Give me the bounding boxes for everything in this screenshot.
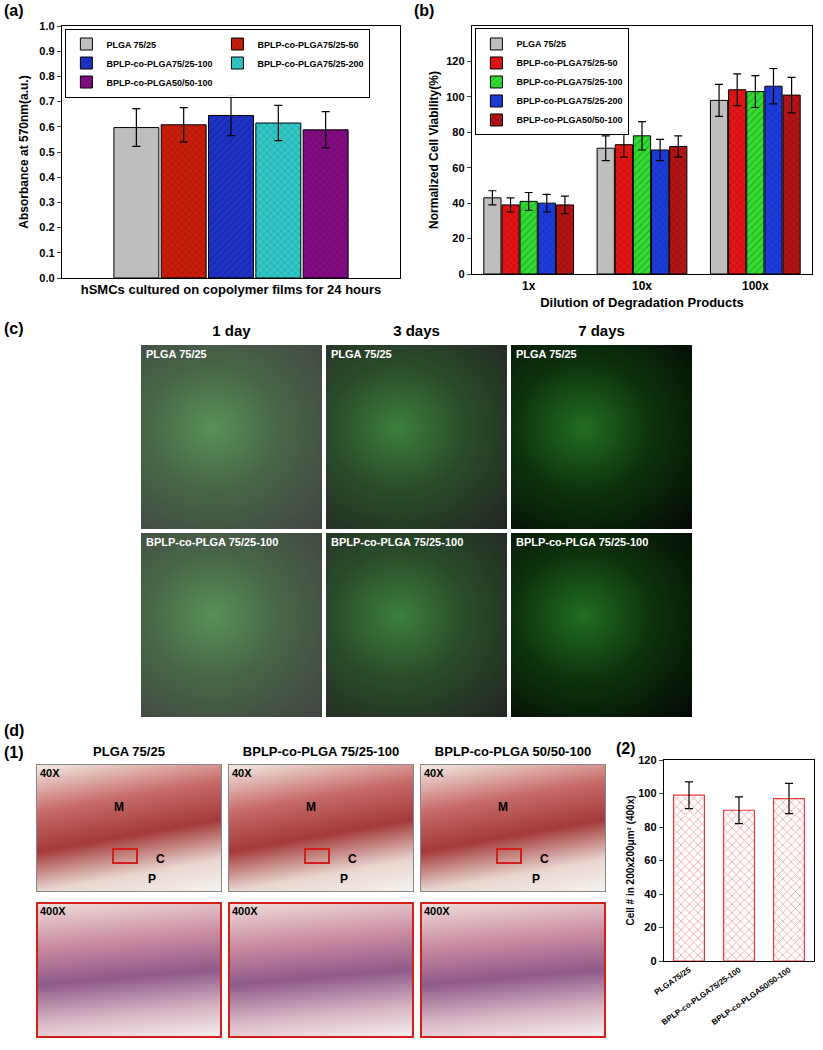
html-text:(d): (d): [4, 722, 25, 739]
html-text:400X: 400X: [424, 905, 450, 917]
svg-text:80: 80: [452, 126, 464, 138]
svg-text:BPLP-co-PLGA75/25-100: BPLP-co-PLGA75/25-100: [516, 77, 622, 87]
svg-text:120: 120: [446, 55, 464, 67]
svg-text:PLGA75/25: PLGA75/25: [653, 965, 693, 997]
html-text:PLGA 75/25: PLGA 75/25: [516, 348, 577, 360]
svg-text:1.0: 1.0: [39, 20, 54, 32]
svg-text:Dilution of Degradation Produc: Dilution of Degradation Products: [540, 295, 744, 310]
html-text:1 day: 1 day: [212, 322, 251, 339]
svg-text:0.5: 0.5: [39, 146, 54, 158]
svg-text:BPLP-co-PLGA50/50-100: BPLP-co-PLGA50/50-100: [106, 78, 212, 88]
html-text:40X: 40X: [232, 767, 252, 779]
html-text:BPLP-co-PLGA 75/25-100: BPLP-co-PLGA 75/25-100: [242, 744, 400, 759]
html-text:BPLP-co-PLGA 50/50-100: BPLP-co-PLGA 50/50-100: [434, 744, 592, 759]
svg-text:BPLP-co-PLGA75/25-200: BPLP-co-PLGA75/25-200: [257, 59, 363, 69]
svg-text:BPLP-co-PLGA75/25-100: BPLP-co-PLGA75/25-100: [660, 965, 743, 1027]
html-text:C: C: [348, 852, 357, 866]
svg-text:0: 0: [650, 955, 656, 967]
html-text:(a): (a): [4, 2, 24, 19]
svg-text:20: 20: [644, 921, 656, 933]
html-text:40X: 40X: [40, 767, 60, 779]
svg-text:10x: 10x: [632, 279, 652, 293]
html-text:PLGA 75/25: PLGA 75/25: [93, 744, 165, 759]
svg-text:0.4: 0.4: [39, 171, 55, 183]
svg-text:1x: 1x: [522, 279, 536, 293]
html-text:P: P: [148, 872, 156, 886]
svg-text:100: 100: [446, 91, 464, 103]
svg-text:0.0: 0.0: [39, 272, 54, 284]
svg-text:BPLP-co-PLGA50/50-100: BPLP-co-PLGA50/50-100: [516, 115, 622, 125]
svg-text:0.3: 0.3: [39, 196, 54, 208]
svg-text:80: 80: [644, 821, 656, 833]
html-text:7 days: 7 days: [578, 322, 625, 339]
html-text:PLGA 75/25: PLGA 75/25: [331, 348, 392, 360]
html-text:(c): (c): [4, 320, 24, 337]
svg-text:BPLP-co-PLGA75/25-100: BPLP-co-PLGA75/25-100: [106, 59, 212, 69]
svg-text:0.2: 0.2: [39, 221, 54, 233]
svg-text:0.7: 0.7: [39, 95, 54, 107]
svg-text:BPLP-co-PLGA75/25-50: BPLP-co-PLGA75/25-50: [257, 40, 358, 50]
svg-text:Absorbance at 570nm(a.u.): Absorbance at 570nm(a.u.): [17, 75, 31, 228]
svg-text:0.8: 0.8: [39, 70, 54, 82]
svg-text:100x: 100x: [742, 279, 769, 293]
html-text:(2): (2): [616, 740, 636, 757]
svg-text:0.9: 0.9: [39, 45, 54, 57]
html-text:400X: 400X: [40, 905, 66, 917]
html-text:BPLP-co-PLGA 75/25-100: BPLP-co-PLGA 75/25-100: [516, 536, 649, 548]
svg-text:20: 20: [452, 232, 464, 244]
svg-text:60: 60: [452, 162, 464, 174]
svg-text:100: 100: [638, 787, 656, 799]
html-text:C: C: [156, 852, 165, 866]
html-text:(1): (1): [4, 744, 24, 761]
svg-text:40: 40: [452, 197, 464, 209]
html-text:BPLP-co-PLGA 75/25-100: BPLP-co-PLGA 75/25-100: [146, 536, 279, 548]
svg-text:hSMCs cultured on copolymer fi: hSMCs cultured on copolymer films for 24…: [81, 282, 382, 297]
svg-text:BPLP-co-PLGA75/25-200: BPLP-co-PLGA75/25-200: [516, 96, 622, 106]
svg-text:120: 120: [638, 754, 656, 766]
svg-text:0.6: 0.6: [39, 121, 54, 133]
html-text:BPLP-co-PLGA 75/25-100: BPLP-co-PLGA 75/25-100: [331, 536, 464, 548]
svg-text:60: 60: [644, 854, 656, 866]
html-text:M: M: [114, 800, 124, 814]
html-text:400X: 400X: [232, 905, 258, 917]
html-text:M: M: [498, 800, 508, 814]
html-text:P: P: [340, 872, 348, 886]
html-text:PLGA 75/25: PLGA 75/25: [146, 348, 207, 360]
html-text:C: C: [540, 852, 549, 866]
html-text:40X: 40X: [424, 767, 444, 779]
svg-text:BPLP-co-PLGA50/50-100: BPLP-co-PLGA50/50-100: [710, 965, 793, 1027]
svg-text:0.1: 0.1: [39, 247, 54, 259]
svg-text:0: 0: [458, 268, 464, 280]
html-text:3 days: 3 days: [393, 322, 440, 339]
svg-text:Cell # in 200x200μm² (400x): Cell # in 200x200μm² (400x): [625, 795, 636, 925]
html-text:P: P: [532, 872, 540, 886]
html-text:(b): (b): [414, 2, 435, 19]
svg-text:PLGA 75/25: PLGA 75/25: [516, 39, 566, 49]
svg-text:BPLP-co-PLGA75/25-50: BPLP-co-PLGA75/25-50: [516, 58, 617, 68]
svg-text:40: 40: [644, 888, 656, 900]
svg-text:PLGA 75/25: PLGA 75/25: [106, 40, 156, 50]
svg-text:Normalized Cell Viability(%): Normalized Cell Viability(%): [427, 71, 441, 229]
html-text:M: M: [306, 800, 316, 814]
